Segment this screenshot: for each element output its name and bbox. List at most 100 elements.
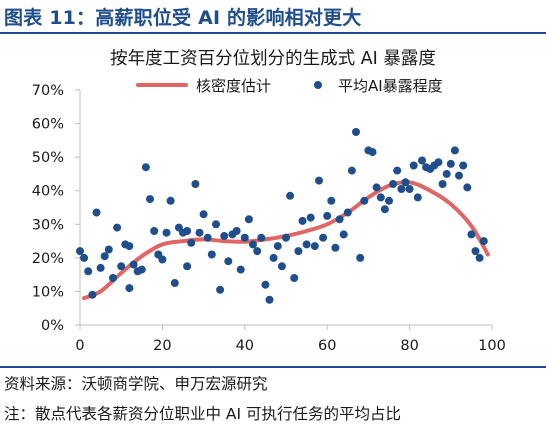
scatter-point xyxy=(265,295,274,304)
scatter-point xyxy=(405,185,414,193)
scatter-point xyxy=(347,166,356,175)
scatter-point xyxy=(207,250,216,259)
scatter-point xyxy=(84,267,93,276)
scatter-point xyxy=(306,213,315,222)
scatter-point xyxy=(257,233,266,242)
legend: 核密度估计 平均AI暴露程度 xyxy=(136,77,443,95)
x-tick-label: 60 xyxy=(318,338,336,354)
y-tick-label: 70% xyxy=(32,83,64,99)
scatter-point xyxy=(249,240,257,249)
scatter-point xyxy=(393,166,402,175)
legend-label-scatter: 平均AI暴露程度 xyxy=(338,77,443,95)
x-tick-label: 40 xyxy=(236,338,254,354)
scatter-point xyxy=(141,163,150,172)
scatter-point xyxy=(467,230,476,239)
scatter-point xyxy=(195,228,204,237)
scatter-point xyxy=(409,161,418,170)
x-tick-label: 80 xyxy=(400,338,418,354)
scatter-points-layer xyxy=(76,128,488,304)
scatter-point xyxy=(286,191,295,200)
scatter-point xyxy=(475,253,484,262)
footnote: 注：散点代表各薪资分位职业中 AI 可执行任务的平均占比 xyxy=(4,405,402,423)
scatter-point xyxy=(212,220,220,229)
x-tick-label: 0 xyxy=(75,338,84,354)
scatter-point xyxy=(372,183,381,192)
scatter-point xyxy=(240,233,249,242)
scatter-point xyxy=(191,180,200,188)
scatter-point xyxy=(125,284,134,293)
y-tick-label: 0% xyxy=(41,318,64,334)
scatter-point xyxy=(125,242,134,251)
scatter-point xyxy=(96,263,105,272)
y-tick-label: 20% xyxy=(32,251,64,267)
scatter-point xyxy=(368,148,377,157)
scatter-point xyxy=(183,262,192,271)
y-tick-label: 50% xyxy=(32,150,64,166)
scatter-point xyxy=(389,180,398,188)
y-tick-label: 60% xyxy=(32,117,64,133)
scatter-point xyxy=(162,228,171,237)
y-tick-label: 10% xyxy=(32,284,64,300)
scatter-point xyxy=(232,227,241,235)
scatter-point xyxy=(224,257,233,266)
scatter-point xyxy=(290,274,299,282)
scatter-point xyxy=(146,195,154,204)
scatter-point xyxy=(385,196,393,205)
scatter-point xyxy=(117,262,126,271)
scatter-point xyxy=(216,285,225,294)
figure-title: 图表 11：高薪职位受 AI 的影响相对更大 xyxy=(4,7,362,29)
scatter-point xyxy=(269,253,278,262)
scatter-point xyxy=(282,233,290,242)
scatter-point xyxy=(352,128,360,136)
scatter-point xyxy=(104,245,113,254)
scatter-point xyxy=(360,196,369,205)
scatter-point xyxy=(463,183,472,192)
scatter-point xyxy=(315,176,323,185)
title-divider xyxy=(0,32,546,34)
y-tick-label: 40% xyxy=(32,184,64,200)
scatter-point xyxy=(302,240,311,249)
scatter-point xyxy=(253,247,262,256)
scatter-point xyxy=(438,180,447,188)
scatter-point xyxy=(236,265,245,274)
scatter-point xyxy=(323,211,332,220)
x-tick-label: 20 xyxy=(153,338,171,354)
scatter-point xyxy=(109,274,117,282)
scatter-point xyxy=(339,230,348,239)
scatter-point xyxy=(158,255,167,264)
source-note: 资料来源：沃顿商学院、申万宏源研究 xyxy=(4,375,268,393)
scatter-point xyxy=(319,233,328,242)
scatter-point xyxy=(129,260,138,269)
y-tick-label: 30% xyxy=(32,217,64,233)
scatter-point xyxy=(455,171,463,180)
scatter-point xyxy=(294,247,303,256)
scatter-point xyxy=(343,208,352,217)
axes: 0% 10% 20% 30% 40% 50% 60% 70% 0 20 40 60 80 100 xyxy=(32,83,506,354)
scatter-point xyxy=(310,242,319,251)
scatter-point xyxy=(277,262,286,271)
scatter-point xyxy=(187,238,196,247)
scatter-point xyxy=(88,290,97,299)
scatter-point xyxy=(401,178,410,187)
scatter-point xyxy=(137,265,146,274)
legend-label-kde: 核密度估计 xyxy=(196,77,271,95)
scatter-point xyxy=(397,185,406,193)
x-tick-label: 100 xyxy=(478,338,506,354)
scatter-point xyxy=(150,227,159,235)
scatter-point xyxy=(76,247,84,256)
legend-dot-swatch xyxy=(314,81,322,89)
scatter-point xyxy=(376,193,385,202)
scatter-point xyxy=(261,280,270,289)
footer-divider xyxy=(0,366,546,368)
scatter-point xyxy=(203,233,212,242)
scatter-point xyxy=(335,215,344,224)
scatter-point xyxy=(442,169,451,178)
scatter-point xyxy=(327,196,336,205)
scatter-point xyxy=(113,223,122,232)
chart-title: 按年度工资百分位划分的生成式 AI 暴露度 xyxy=(110,49,436,69)
scatter-point xyxy=(479,237,488,246)
scatter-point xyxy=(199,210,208,219)
scatter-point xyxy=(100,252,109,261)
scatter-point xyxy=(298,216,307,225)
scatter-point xyxy=(356,253,365,262)
